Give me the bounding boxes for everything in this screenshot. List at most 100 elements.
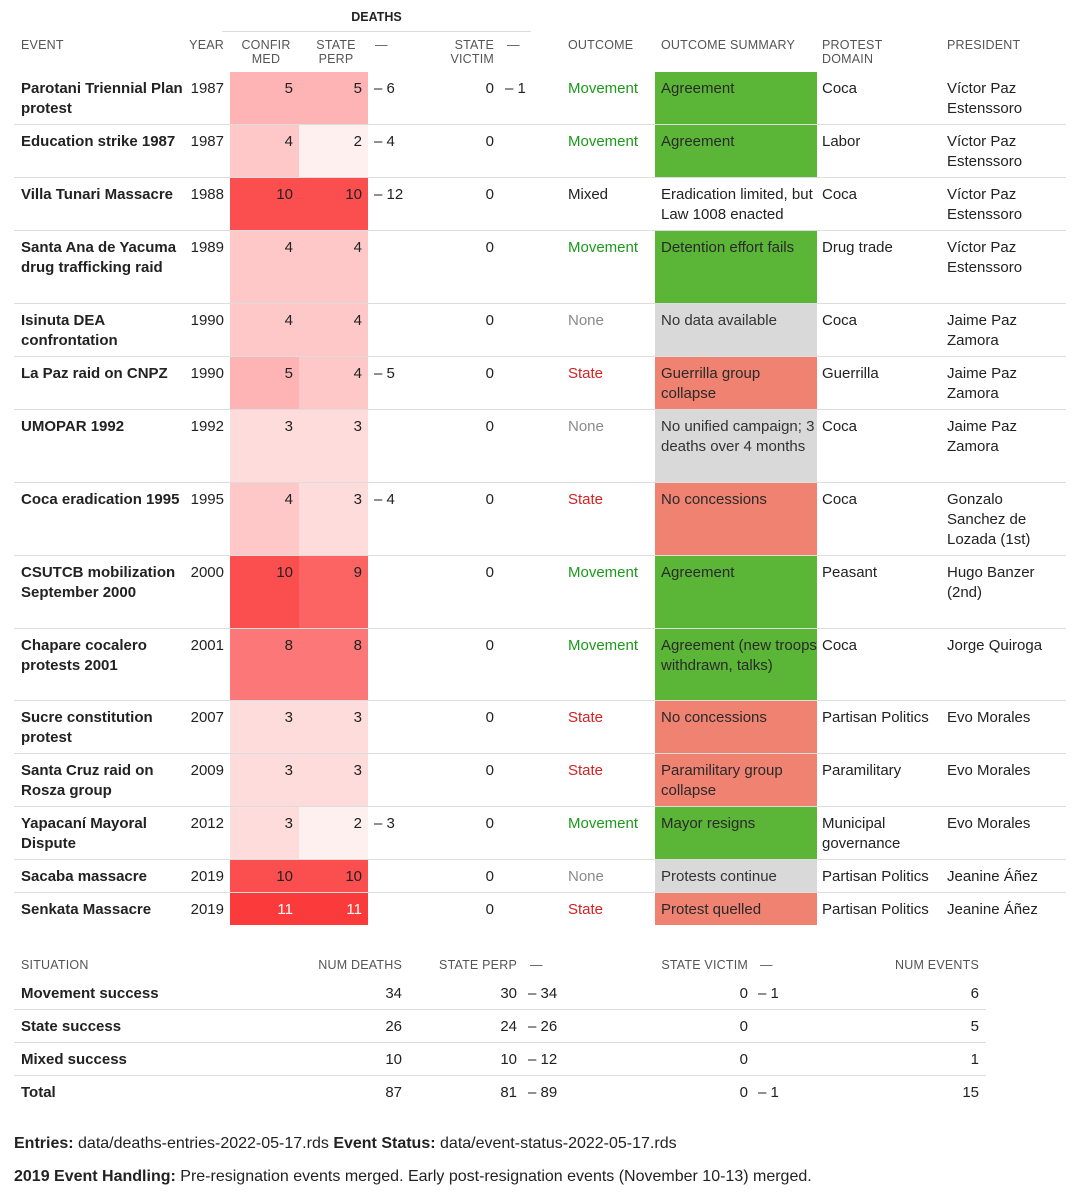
- summary-table: Movement success 34 30 – 34 0 – 1 6 State succe…: [14, 977, 986, 1109]
- event-name: UMOPAR 1992: [21, 418, 125, 435]
- table-row: Santa Cruz raid on Rosza group 2009 3 3 0 Sta…: [14, 754, 1066, 807]
- outcome: None: [568, 312, 604, 329]
- confirmed-deaths: 5: [230, 357, 299, 409]
- state-victim-range: [505, 483, 535, 555]
- outcome: Movement: [568, 80, 639, 97]
- outcome-summary: No concessions: [655, 483, 817, 555]
- state-perp-range: [374, 231, 434, 303]
- event-year: 2007: [190, 709, 224, 726]
- state-perp-range: – 12: [528, 1051, 558, 1068]
- state-victim-deaths: 0: [485, 868, 494, 885]
- event-year: 2019: [190, 868, 224, 885]
- state-perp-range: [374, 860, 434, 892]
- confirmed-deaths: 10: [230, 860, 299, 892]
- confirmed-deaths: 4: [230, 483, 299, 555]
- state-victim-deaths: 0: [485, 133, 494, 150]
- state-perp-deaths: 3: [299, 701, 368, 753]
- outcome-summary: No data available: [655, 304, 817, 356]
- event-name: Education strike 1987: [21, 133, 176, 150]
- summary-header-num-deaths: NUM DEATHS: [318, 958, 402, 972]
- protest-domain: Peasant: [822, 564, 878, 581]
- header-state-perp-range: —: [375, 38, 388, 52]
- state-victim-range: [505, 807, 535, 859]
- event-name: Isinuta DEA confrontation: [21, 312, 118, 349]
- president: Jeanine Áñez: [947, 868, 1038, 885]
- event-name: Sucre constitution protest: [21, 709, 153, 746]
- table-row: Isinuta DEA confrontation 1990 4 4 0 None No d…: [14, 304, 1066, 357]
- outcome: State: [568, 709, 604, 726]
- state-victim-range: [505, 629, 535, 700]
- confirmed-deaths: 4: [230, 125, 299, 177]
- header-outcome-summary: OUTCOME SUMMARY: [661, 38, 796, 52]
- state-victim-deaths: 0: [485, 186, 494, 203]
- state-victim: 0: [739, 985, 748, 1002]
- state-victim-deaths: 0: [485, 491, 494, 508]
- header-state-perp: STATE PERP: [316, 38, 356, 66]
- deaths-group-header: DEATHS: [222, 10, 531, 32]
- summary-header-state-perp: STATE PERP: [439, 958, 517, 972]
- footer-handling-line: 2019 Event Handling: Pre-resignation eve…: [14, 1167, 812, 1187]
- protest-domain: Coca: [822, 186, 858, 203]
- state-perp-deaths: 10: [299, 178, 368, 230]
- president: Jeanine Áñez: [947, 901, 1038, 918]
- header-year: YEAR: [189, 38, 224, 52]
- president: Gonzalo Sanchez de Lozada (1st): [947, 491, 1031, 548]
- confirmed-deaths: 3: [230, 754, 299, 806]
- confirmed-deaths: 10: [230, 178, 299, 230]
- protest-domain: Coca: [822, 418, 858, 435]
- outcome-summary: Protests continue: [655, 860, 817, 892]
- num-deaths: 26: [385, 1018, 402, 1035]
- outcome: Movement: [568, 133, 639, 150]
- event-year: 1992: [190, 418, 224, 435]
- status-label: Event Status:: [333, 1135, 436, 1152]
- state-perp-deaths: 4: [299, 304, 368, 356]
- outcome: State: [568, 901, 604, 918]
- state-victim-range: [505, 754, 535, 806]
- outcome-summary: Agreement: [655, 72, 817, 124]
- state-perp-deaths: 3: [299, 410, 368, 482]
- event-name: Parotani Triennial Plan protest: [21, 80, 183, 117]
- situation: Mixed success: [21, 1051, 127, 1068]
- state-victim-range: – 1: [758, 1084, 779, 1101]
- confirmed-deaths: 11: [230, 893, 299, 925]
- entries-label: Entries:: [14, 1135, 74, 1152]
- outcome-summary: Detention effort fails: [655, 231, 817, 303]
- outcome: Movement: [568, 239, 639, 256]
- confirmed-deaths: 10: [230, 556, 299, 628]
- event-year: 1995: [190, 491, 224, 508]
- num-events: 6: [970, 985, 979, 1002]
- event-year: 2001: [190, 637, 224, 654]
- confirmed-deaths: 4: [230, 231, 299, 303]
- outcome-summary: Agreement: [655, 125, 817, 177]
- num-deaths: 10: [385, 1051, 402, 1068]
- event-year: 2019: [190, 901, 224, 918]
- num-events: 1: [970, 1051, 979, 1068]
- protest-domain: Coca: [822, 80, 858, 97]
- state-victim-range: [758, 1010, 798, 1017]
- situation: State success: [21, 1018, 122, 1035]
- state-victim-deaths: 0: [485, 564, 494, 581]
- outcome-summary: Agreement: [655, 556, 817, 628]
- protest-domain: Coca: [822, 637, 858, 654]
- table-row: UMOPAR 1992 1992 3 3 0 None No unified campaig…: [14, 410, 1066, 483]
- table-row: Parotani Triennial Plan protest 1987 5 5 – 6…: [14, 72, 1066, 125]
- event-year: 1990: [190, 312, 224, 329]
- state-victim-deaths: 0: [485, 762, 494, 779]
- state-perp: 81: [500, 1084, 517, 1101]
- outcome-summary: Agreement (new troops withdrawn, talks): [655, 629, 817, 700]
- outcome: State: [568, 491, 604, 508]
- president: Jaime Paz Zamora: [947, 418, 1018, 455]
- state-perp-range: [374, 556, 434, 628]
- header-protest-domain: PROTEST DOMAIN: [822, 38, 883, 66]
- state-victim-deaths: 0: [485, 418, 494, 435]
- protest-domain: Coca: [822, 312, 858, 329]
- state-perp-range: [374, 304, 434, 356]
- confirmed-deaths: 3: [230, 701, 299, 753]
- summary-row: Total 87 81 – 89 0 – 1 15: [14, 1076, 986, 1109]
- state-victim-range: [758, 1043, 798, 1050]
- outcome-summary: No unified campaign; 3 deaths over 4 mon…: [655, 410, 817, 482]
- state-perp-deaths: 10: [299, 860, 368, 892]
- outcome: Movement: [568, 564, 639, 581]
- outcome: None: [568, 868, 604, 885]
- state-perp-range: – 34: [528, 985, 558, 1002]
